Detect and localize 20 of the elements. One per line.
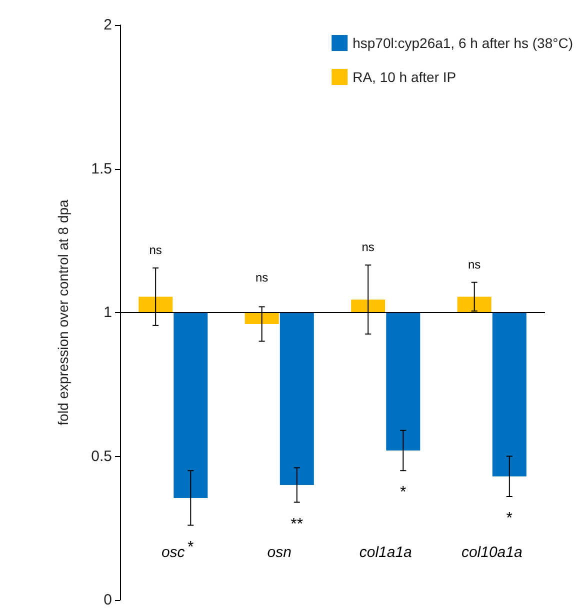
- x-tick-label: col10a1a: [461, 544, 522, 561]
- y-tick-label: 0.5: [91, 448, 112, 465]
- annotation: ns: [256, 270, 268, 284]
- annotation: **: [290, 516, 304, 533]
- annotation: ns: [362, 240, 374, 254]
- y-tick-label: 1.5: [91, 160, 112, 178]
- y-tick-label: 1: [104, 304, 112, 321]
- y-axis-title: fold expression over control at 8 dpa: [55, 199, 71, 426]
- y-tick-label: 2: [104, 16, 112, 34]
- annotation: ns: [468, 257, 481, 272]
- annotation: *: [506, 510, 513, 527]
- annotation: *: [400, 484, 406, 502]
- x-tick-label: osc: [161, 544, 186, 561]
- annotation: ns: [149, 242, 162, 257]
- legend-label: RA, 10 h after IP: [352, 69, 456, 85]
- legend-label: hsp70l:cyp26a1, 6 h after hs (38°C): [352, 35, 573, 51]
- annotation: *: [188, 538, 194, 556]
- y-tick-label: 0: [104, 592, 112, 608]
- x-tick-label: osn: [267, 544, 292, 561]
- x-tick-label: col1a1a: [359, 544, 412, 561]
